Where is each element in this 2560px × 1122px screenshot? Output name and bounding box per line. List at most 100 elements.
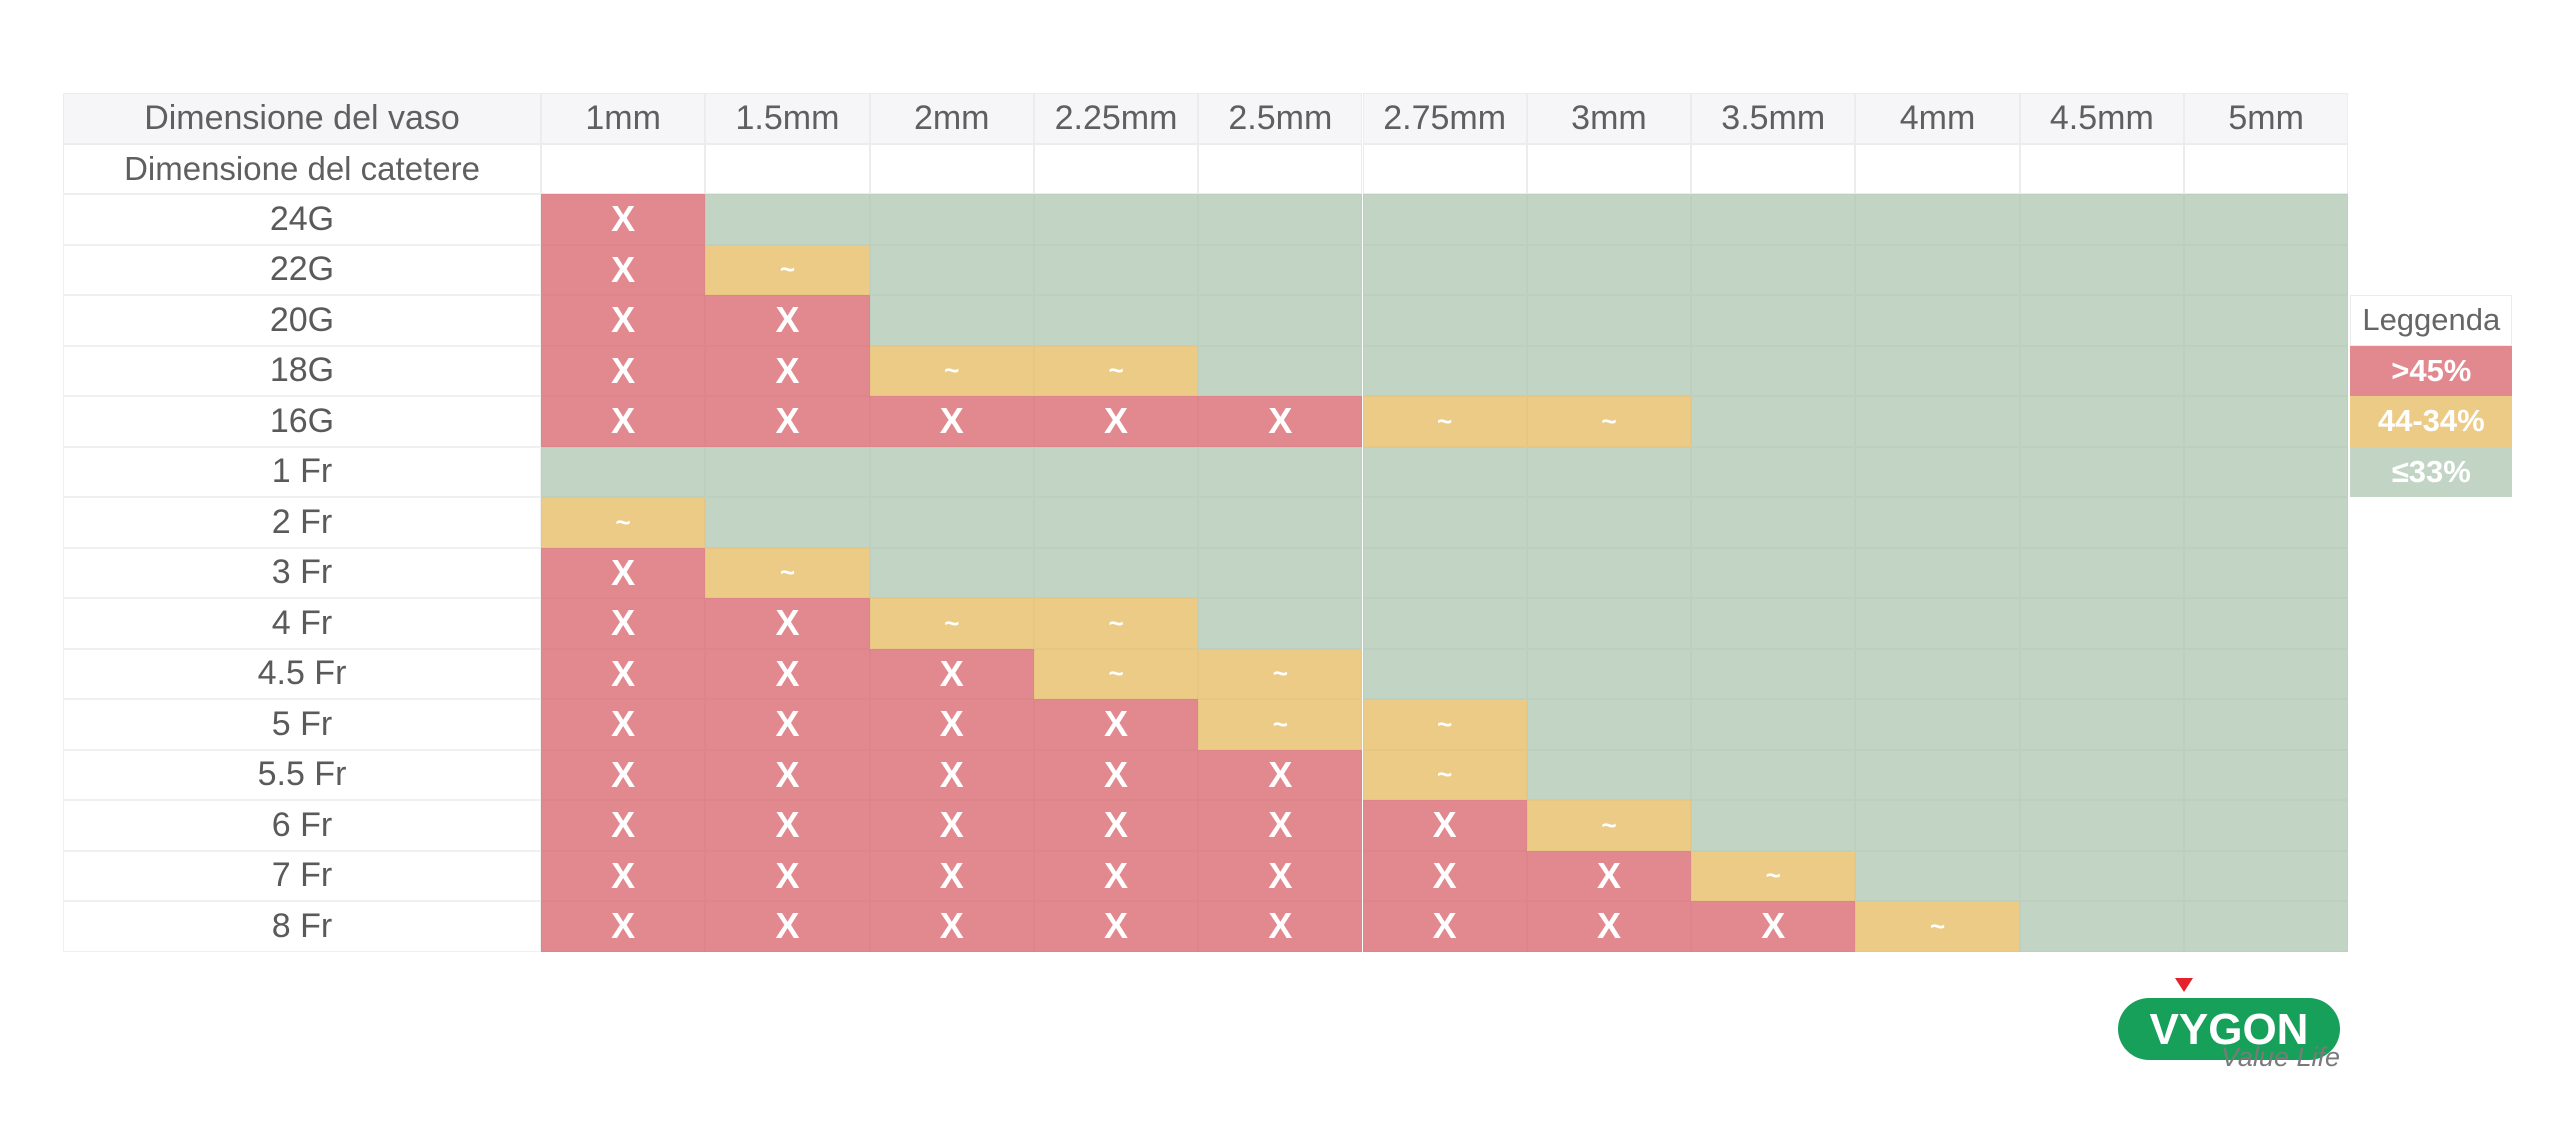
data-cell: X — [541, 396, 706, 447]
cell-mark-x: X — [1432, 804, 1457, 846]
data-cell — [1526, 194, 1692, 245]
data-cell — [1691, 194, 1856, 245]
cell-mark-tilde: ~ — [1272, 658, 1288, 689]
data-cell — [1526, 648, 1692, 699]
data-cell — [1691, 547, 1856, 598]
data-cell — [1855, 598, 2020, 649]
data-cell: X — [541, 295, 706, 346]
data-cell — [1362, 547, 1527, 598]
data-cell: X — [541, 749, 706, 800]
row-label: 24G — [63, 194, 541, 245]
data-cell: X — [1362, 901, 1527, 952]
data-cell: ~ — [1033, 598, 1199, 649]
cell-mark-x: X — [939, 400, 964, 442]
cell-mark-tilde: ~ — [1601, 405, 1617, 436]
data-cell: ~ — [1362, 699, 1527, 750]
cell-mark-x: X — [775, 299, 800, 341]
data-cell: X — [1526, 901, 1692, 952]
cell-mark-tilde: ~ — [1437, 405, 1453, 436]
brand-tagline: Value Life — [2220, 1042, 2340, 1072]
cell-mark-tilde: ~ — [615, 506, 631, 537]
data-cell: X — [705, 749, 870, 800]
data-cell: X — [1033, 800, 1199, 851]
data-cell: X — [541, 598, 706, 649]
data-cell — [1362, 295, 1527, 346]
cell-mark-tilde: ~ — [1437, 708, 1453, 739]
data-cell — [2019, 497, 2184, 548]
data-cell: X — [1526, 850, 1692, 901]
subheader-blank-cell — [541, 143, 706, 194]
cell-mark-x: X — [611, 652, 636, 694]
data-cell — [2184, 749, 2349, 800]
data-cell — [1691, 699, 1856, 750]
data-cell — [869, 497, 1034, 548]
cell-mark-x: X — [1268, 753, 1293, 795]
data-cell: X — [869, 749, 1034, 800]
data-cell: X — [1362, 850, 1527, 901]
data-cell — [1691, 749, 1856, 800]
data-cell — [869, 295, 1034, 346]
data-cell — [1033, 446, 1199, 497]
legend-item: ≤33% — [2350, 446, 2513, 497]
data-cell — [2184, 396, 2349, 447]
subheader-blank-cell — [2184, 143, 2349, 194]
cell-mark-x: X — [611, 753, 636, 795]
cell-mark-x: X — [939, 753, 964, 795]
data-cell — [2184, 497, 2349, 548]
data-cell — [1198, 194, 1363, 245]
data-cell — [1691, 244, 1856, 295]
column-header: 3.5mm — [1691, 93, 1856, 144]
data-cell — [705, 497, 870, 548]
data-cell — [1691, 295, 1856, 346]
data-cell — [2184, 800, 2349, 851]
data-cell: X — [705, 648, 870, 699]
data-cell — [1362, 345, 1527, 396]
data-cell: X — [1691, 901, 1856, 952]
data-cell — [1855, 699, 2020, 750]
data-cell: ~ — [1362, 749, 1527, 800]
data-cell — [2184, 446, 2349, 497]
data-cell — [1526, 699, 1692, 750]
cell-mark-x: X — [1104, 703, 1129, 745]
cell-mark-x: X — [939, 652, 964, 694]
data-cell: X — [541, 547, 706, 598]
subheader-blank-cell — [869, 143, 1034, 194]
cell-mark-x: X — [1104, 753, 1129, 795]
data-cell: X — [1198, 901, 1363, 952]
cell-mark-x: X — [611, 551, 636, 593]
data-cell — [2019, 598, 2184, 649]
data-cell — [1526, 446, 1692, 497]
cell-mark-x: X — [775, 804, 800, 846]
row-label: 5 Fr — [63, 699, 541, 750]
vygon-logo: VYGON — [2118, 978, 2340, 1060]
column-header: 2mm — [869, 93, 1034, 144]
data-cell — [2184, 648, 2349, 699]
data-cell — [1198, 497, 1363, 548]
subheader-blank-cell — [1033, 143, 1199, 194]
row-label: 5.5 Fr — [63, 749, 541, 800]
column-header: 2.75mm — [1362, 93, 1527, 144]
data-cell — [869, 194, 1034, 245]
data-cell: ~ — [541, 497, 706, 548]
data-cell: ~ — [705, 547, 870, 598]
data-cell: X — [1198, 749, 1363, 800]
data-cell — [1855, 749, 2020, 800]
row-label: 2 Fr — [63, 497, 541, 548]
cell-mark-tilde: ~ — [944, 355, 960, 386]
data-cell — [2019, 547, 2184, 598]
data-cell: X — [705, 699, 870, 750]
data-cell — [1855, 497, 2020, 548]
cell-mark-x: X — [775, 854, 800, 896]
data-cell — [2019, 850, 2184, 901]
data-cell: ~ — [1033, 648, 1199, 699]
row-label: 4 Fr — [63, 598, 541, 649]
row-label: 7 Fr — [63, 850, 541, 901]
data-cell — [1362, 497, 1527, 548]
data-cell — [1526, 345, 1692, 396]
row-label: 1 Fr — [63, 446, 541, 497]
cell-mark-x: X — [775, 349, 800, 391]
vessel-size-header: Dimensione del vaso — [63, 93, 541, 144]
row-label: 18G — [63, 345, 541, 396]
cell-mark-x: X — [611, 905, 636, 947]
data-cell — [2184, 194, 2349, 245]
